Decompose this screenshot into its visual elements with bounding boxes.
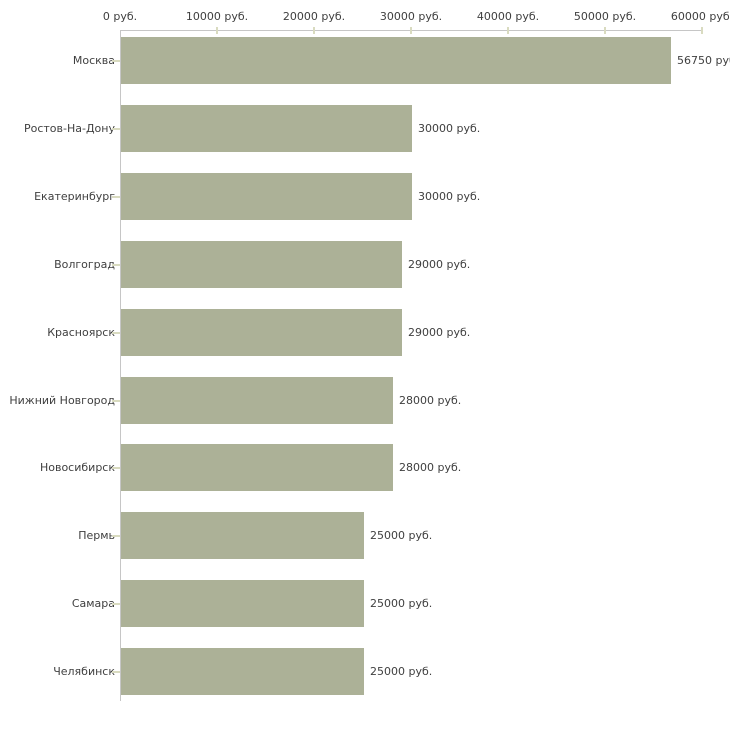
value-label: 25000 руб. — [370, 665, 433, 678]
bar — [121, 241, 402, 288]
category-label: Москва — [72, 54, 115, 67]
value-label: 29000 руб. — [408, 258, 471, 271]
value-label: 56750 руб. — [677, 54, 730, 67]
y-axis-line — [120, 30, 121, 701]
category-label: Новосибирск — [39, 461, 115, 474]
y-tick-mark — [112, 196, 120, 198]
x-tick-mark — [313, 27, 315, 34]
x-tick-label: 0 руб. — [102, 10, 138, 23]
value-label: 29000 руб. — [408, 326, 471, 339]
y-tick-mark — [112, 467, 120, 469]
y-tick-mark — [112, 535, 120, 537]
bar — [121, 512, 364, 559]
x-tick-label: 60000 руб. — [670, 10, 730, 23]
category-label: Нижний Новгород — [9, 394, 115, 407]
category-label: Ростов-На-Дону — [23, 122, 115, 135]
category-label: Самара — [71, 597, 115, 610]
bar — [121, 37, 671, 84]
x-tick-label: 50000 руб. — [573, 10, 637, 23]
value-label: 28000 руб. — [399, 394, 462, 407]
bar — [121, 444, 393, 491]
y-tick-mark — [112, 400, 120, 402]
value-label: 30000 руб. — [418, 122, 481, 135]
y-tick-mark — [112, 671, 120, 673]
x-tick-label: 40000 руб. — [476, 10, 540, 23]
y-tick-mark — [112, 332, 120, 334]
y-tick-mark — [112, 60, 120, 62]
y-tick-mark — [112, 264, 120, 266]
bar — [121, 648, 364, 695]
category-label: Волгоград — [54, 258, 115, 271]
category-label: Пермь — [78, 529, 115, 542]
y-tick-mark — [112, 128, 120, 130]
category-label: Челябинск — [53, 665, 115, 678]
bar — [121, 580, 364, 627]
value-label: 30000 руб. — [418, 190, 481, 203]
x-tick-mark — [216, 27, 218, 34]
value-label: 25000 руб. — [370, 597, 433, 610]
bar — [121, 377, 393, 424]
x-tick-label: 10000 руб. — [185, 10, 249, 23]
x-tick-label: 30000 руб. — [379, 10, 443, 23]
x-tick-mark — [604, 27, 606, 34]
value-label: 28000 руб. — [399, 461, 462, 474]
x-tick-mark — [701, 27, 703, 34]
bar — [121, 173, 412, 220]
category-label: Екатеринбург — [34, 190, 115, 203]
bar — [121, 309, 402, 356]
x-tick-label: 20000 руб. — [282, 10, 346, 23]
x-tick-mark — [410, 27, 412, 34]
y-tick-mark — [112, 603, 120, 605]
value-label: 25000 руб. — [370, 529, 433, 542]
x-tick-mark — [507, 27, 509, 34]
bar — [121, 105, 412, 152]
category-label: Красноярск — [47, 326, 115, 339]
